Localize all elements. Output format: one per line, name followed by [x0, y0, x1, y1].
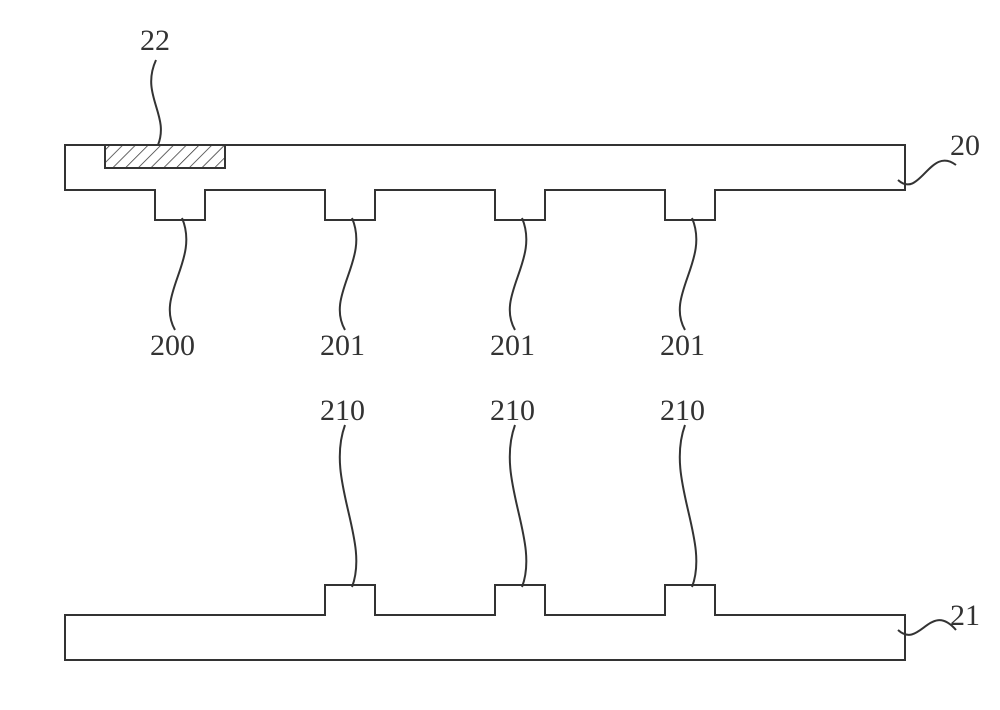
lead-line	[680, 218, 697, 330]
upper-tab-label: 200	[150, 329, 195, 362]
lead-line	[151, 60, 161, 145]
upper-tab-label: 201	[490, 329, 535, 362]
lower-bar-label: 21	[950, 599, 980, 632]
upper-bar-label: 20	[950, 129, 980, 162]
lower-tab	[325, 585, 375, 615]
hatched-inset	[105, 145, 225, 168]
lower-tab	[665, 585, 715, 615]
hatched-inset-label: 22	[140, 24, 170, 57]
lead-line	[510, 425, 527, 587]
lead-line	[340, 218, 357, 330]
lead-line	[510, 218, 527, 330]
lead-line	[898, 161, 956, 185]
upper-tab-label: 201	[320, 329, 365, 362]
lead-line	[680, 425, 697, 587]
lower-tab-label: 210	[320, 394, 365, 427]
upper-tab-label: 201	[660, 329, 705, 362]
upper-tab	[325, 190, 375, 220]
lower-tab-label: 210	[490, 394, 535, 427]
lower-bar	[65, 615, 905, 660]
lead-line	[898, 620, 956, 635]
lead-line	[170, 218, 187, 330]
upper-tab	[665, 190, 715, 220]
lower-tab	[495, 585, 545, 615]
upper-tab	[155, 190, 205, 220]
lower-tab-label: 210	[660, 394, 705, 427]
lead-line	[340, 425, 357, 587]
upper-tab	[495, 190, 545, 220]
